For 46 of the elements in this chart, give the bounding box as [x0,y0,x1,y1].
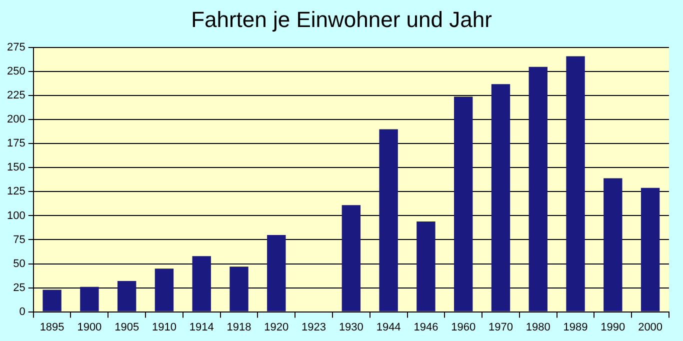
x-tick-label: 1920 [264,321,289,334]
y-tick-label: 100 [6,210,26,222]
x-tick-label: 1946 [414,321,438,334]
y-tick-label: 150 [6,162,26,174]
x-tick-label: 1980 [526,321,550,334]
x-tick-label: 1990 [600,321,626,334]
x-tick-label: 2000 [638,321,663,334]
bar [491,84,510,312]
x-tick-label: 1914 [189,321,214,334]
bar [566,56,585,312]
x-tick-label: 1989 [563,321,588,334]
y-tick-label: 275 [6,42,26,54]
y-tick-label: 125 [6,186,26,198]
x-tick-label: 1895 [40,321,64,334]
bar [454,96,473,312]
x-tick-label: 1900 [77,321,102,334]
y-tick-label: 25 [13,282,26,294]
x-tick-label: 1970 [488,321,513,334]
bar [640,188,660,312]
bar [342,205,361,312]
x-tick-label: 1905 [114,321,140,334]
bar [230,266,248,312]
x-tick-label: 1944 [376,321,401,334]
y-tick-label: 50 [13,258,26,270]
y-tick-label: 200 [6,114,26,126]
bar [117,281,136,312]
bar [80,286,99,312]
bar [528,66,548,312]
y-tick-label: 250 [6,66,26,78]
bar [416,221,436,312]
x-tick-label: 1930 [338,321,364,334]
bar [379,129,398,312]
y-tick-label: 75 [13,234,26,246]
bar [267,234,286,312]
x-tick-label: 1918 [226,321,252,334]
y-tick-label: 175 [6,138,26,150]
bar [604,178,622,312]
x-tick-label: 1960 [451,321,476,334]
bar [192,256,211,312]
x-tick-label: 1910 [152,321,176,334]
y-tick-label: 0 [19,306,26,318]
x-tick-label: 1923 [302,321,326,334]
chart-title: Fahrten je Einwohner und Jahr [190,6,493,34]
bar [154,268,174,312]
y-tick-label: 225 [6,90,26,102]
bar [42,290,62,312]
